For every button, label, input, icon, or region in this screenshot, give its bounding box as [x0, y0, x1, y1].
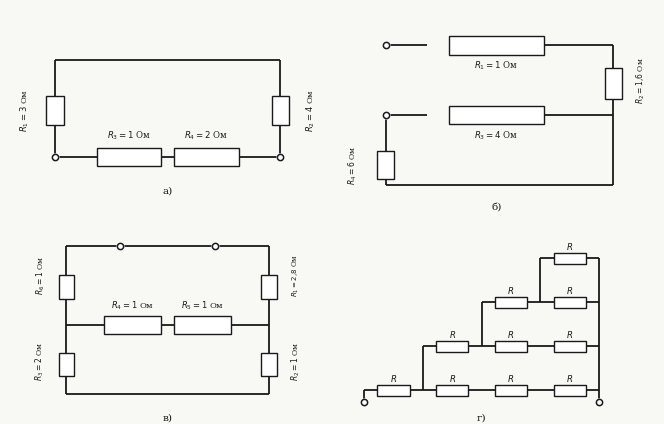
Text: $R$: $R$ [449, 373, 456, 384]
Text: $R$: $R$ [507, 285, 515, 296]
Text: $R$: $R$ [449, 329, 456, 340]
Text: $R_3{=}2$ Ом: $R_3{=}2$ Ом [33, 341, 46, 381]
Bar [104, 316, 161, 334]
Bar [272, 96, 290, 125]
Text: г): г) [477, 414, 487, 423]
Text: $R$: $R$ [566, 240, 573, 251]
Bar [58, 275, 74, 299]
Text: $R_4{=}1$ Ом: $R_4{=}1$ Ом [112, 300, 155, 312]
Text: а): а) [163, 186, 173, 195]
Bar [495, 297, 527, 308]
Text: $R_2{=}4$ Ом: $R_2{=}4$ Ом [305, 89, 317, 132]
Text: $R_2{=}1{,}6$ Ом: $R_2{=}1{,}6$ Ом [634, 57, 647, 103]
Text: $R$: $R$ [566, 329, 573, 340]
Bar [46, 96, 64, 125]
Text: $R$: $R$ [507, 329, 515, 340]
Bar [58, 352, 74, 376]
Bar [495, 341, 527, 352]
Bar [449, 36, 544, 55]
Bar [605, 67, 622, 99]
Text: $R_4{=}6$ Ом: $R_4{=}6$ Ом [346, 145, 359, 185]
Bar [554, 385, 586, 396]
Bar [495, 385, 527, 396]
Text: $R_1{=}1$ Ом: $R_1{=}1$ Ом [474, 60, 519, 72]
Bar [436, 385, 468, 396]
Text: $R_2{=}1$ Ом: $R_2{=}1$ Ом [290, 341, 302, 381]
Bar [174, 148, 238, 166]
Bar [436, 341, 468, 352]
Text: $R_1{=}3$ Ом: $R_1{=}3$ Ом [18, 89, 31, 132]
Bar [554, 297, 586, 308]
Bar [174, 316, 231, 334]
Text: $R_3{=}1$ Ом: $R_3{=}1$ Ом [107, 130, 151, 142]
Text: $R_6{=}1$ Ом: $R_6{=}1$ Ом [35, 256, 47, 296]
Bar [97, 148, 161, 166]
Bar [261, 352, 277, 376]
Text: $R$: $R$ [507, 373, 515, 384]
Bar [261, 275, 277, 299]
Text: в): в) [163, 414, 173, 423]
Text: $R_1{=}2{,}8$ Ом: $R_1{=}2{,}8$ Ом [291, 254, 301, 297]
Bar [449, 106, 544, 125]
Text: $R_5{=}1$ Ом: $R_5{=}1$ Ом [181, 300, 224, 312]
Text: $R$: $R$ [566, 373, 573, 384]
Text: $R_3{=}4$ Ом: $R_3{=}4$ Ом [474, 129, 519, 142]
Bar [377, 151, 394, 179]
Bar [554, 253, 586, 264]
Bar [554, 341, 586, 352]
Text: $R$: $R$ [566, 285, 573, 296]
Text: б): б) [491, 202, 501, 211]
Text: $R$: $R$ [390, 373, 397, 384]
Text: $R_4{=}2$ Ом: $R_4{=}2$ Ом [184, 130, 228, 142]
Bar [377, 385, 410, 396]
